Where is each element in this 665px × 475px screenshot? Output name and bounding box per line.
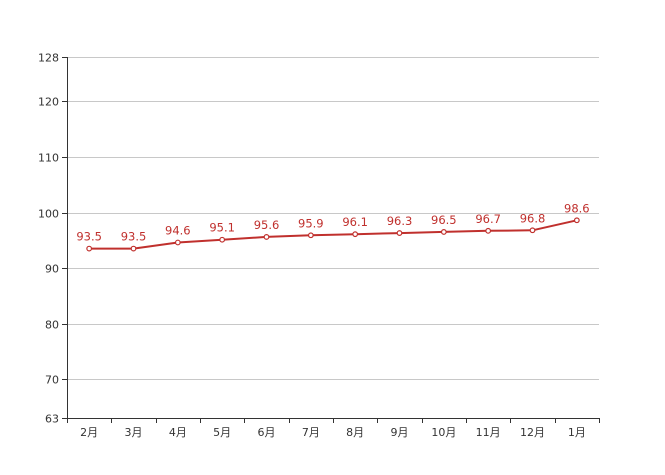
data-label: 96.8 [520,211,546,225]
data-point [130,245,137,252]
x-tick-label: 12月 [520,426,545,439]
series-line [89,219,578,250]
data-label: 96.5 [431,213,457,227]
x-tick-label: 1月 [568,426,586,439]
data-point [174,239,181,246]
y-axis-ticks: 63 70 80 90 100 110 120 128 [38,52,67,426]
y-tick-label: 120 [38,96,59,109]
data-point [86,245,93,252]
y-tick-label: 100 [38,208,59,221]
y-tick-label: 70 [45,374,59,387]
data-label: 96.1 [342,215,368,229]
data-label: 98.6 [564,201,590,215]
data-label: 95.1 [209,221,235,235]
data-point [263,234,270,240]
x-tick-label: 5月 [213,426,231,439]
x-tick-label: 6月 [258,426,276,439]
y-tick-label: 90 [45,263,59,276]
data-label: 93.5 [76,230,102,244]
x-tick-label: 8月 [346,426,364,439]
data-point [352,231,359,238]
y-tick-label: 63 [45,413,59,426]
data-point [573,217,580,224]
x-tick-label: 7月 [302,426,320,439]
x-tick-label: 3月 [125,426,143,439]
data-label: 95.6 [254,218,280,232]
axes [67,57,599,419]
data-point [485,227,492,234]
data-point [219,236,226,243]
data-point [529,227,536,234]
x-tick-label: 11月 [476,426,501,439]
data-point [440,229,447,235]
x-tick-label: 9月 [391,426,409,439]
grid-lines [67,57,599,380]
data-labels: 93.5 93.5 94.6 95.1 95.6 95.9 96.1 96.3 96.5 96.7… [76,201,589,243]
data-label: 96.7 [475,212,501,226]
data-label: 93.5 [121,230,147,244]
y-tick-label: 128 [38,52,59,65]
data-label: 94.6 [165,223,191,237]
x-tick-label: 4月 [169,426,187,439]
x-axis-ticks: 2月 3月 4月 5月 6月 7月 8月 9月 10月 11月 12月 1月 [67,418,600,439]
x-tick-label: 2月 [80,426,98,439]
data-point [307,232,314,239]
x-tick-label: 10月 [431,426,456,439]
data-label: 96.3 [387,214,413,228]
y-tick-label: 110 [38,152,59,165]
data-point [396,230,403,236]
y-tick-label: 80 [45,319,59,332]
series [86,217,580,252]
data-label: 95.9 [298,216,324,230]
